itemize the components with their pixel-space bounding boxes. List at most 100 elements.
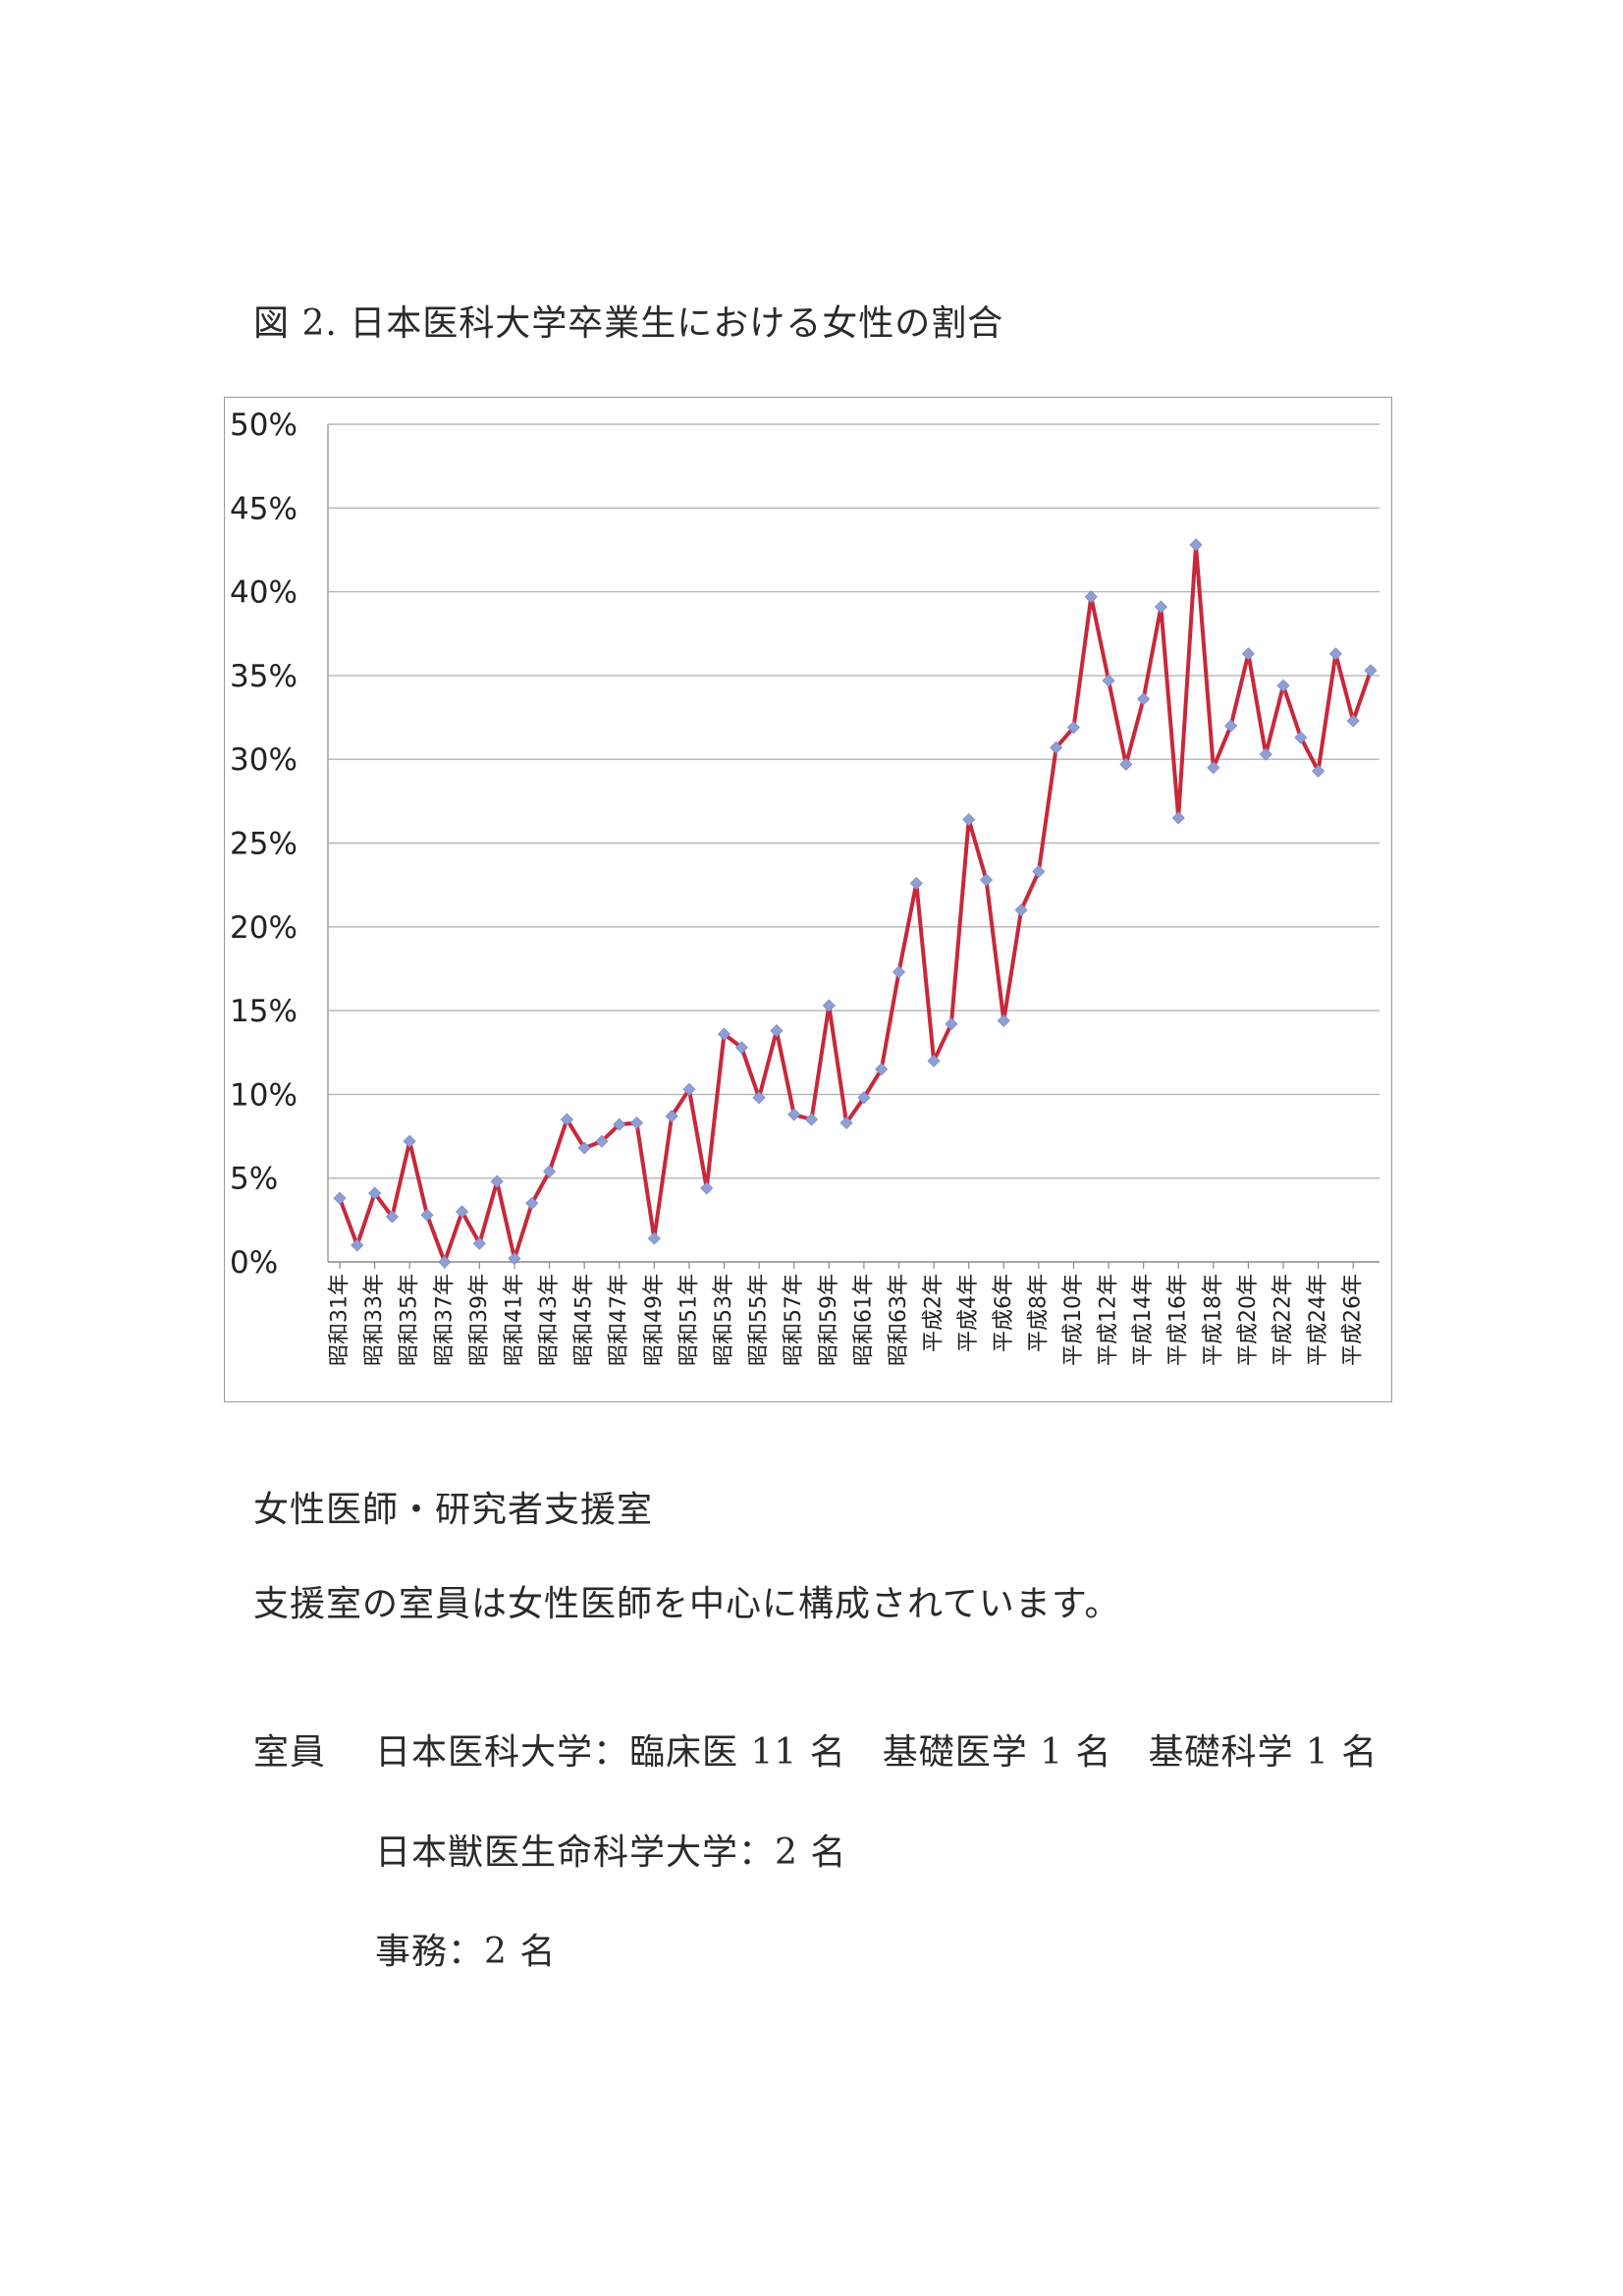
data-point [1189, 538, 1203, 552]
y-tick-label: 0% [230, 1245, 278, 1281]
x-tick-label: 平成22年 [1271, 1274, 1296, 1366]
data-point [927, 1054, 941, 1067]
x-tick-label: 昭和57年 [782, 1274, 806, 1366]
data-point [1032, 864, 1046, 879]
x-tick-label: 昭和55年 [747, 1274, 772, 1366]
data-point [525, 1196, 539, 1210]
data-point [1084, 590, 1098, 604]
y-tick-label: 20% [230, 910, 298, 946]
y-tick-label: 5% [230, 1162, 278, 1197]
data-point [665, 1110, 678, 1123]
x-tick-label: 昭和59年 [817, 1274, 841, 1366]
section-title: 女性医師・研究者支援室 [253, 1490, 654, 1530]
data-point [875, 1063, 889, 1076]
y-tick-label: 45% [230, 491, 298, 526]
data-point [456, 1205, 469, 1219]
x-tick-label: 昭和33年 [362, 1274, 387, 1366]
data-point [333, 1191, 347, 1205]
data-point [700, 1181, 714, 1195]
data-point [595, 1134, 609, 1148]
data-point [787, 1108, 801, 1121]
data-point [560, 1113, 573, 1126]
x-tick-label: 昭和51年 [676, 1274, 701, 1366]
staff-label: 室員 [253, 1732, 327, 1773]
staff-line-office: 事務：2 名 [375, 1932, 557, 1972]
data-point [1224, 719, 1238, 733]
y-tick-label: 50% [230, 408, 298, 443]
data-point [403, 1134, 416, 1148]
x-tick-label: 昭和61年 [851, 1274, 876, 1366]
x-tick-label: 昭和53年 [712, 1274, 736, 1366]
x-tick-label: 昭和49年 [642, 1274, 667, 1366]
data-point [839, 1116, 853, 1129]
data-point [1119, 757, 1133, 771]
x-tick-label: 昭和43年 [537, 1274, 562, 1366]
data-point [1294, 731, 1308, 744]
x-tick-label: 平成6年 [992, 1274, 1016, 1352]
y-tick-label: 35% [230, 659, 298, 694]
x-tick-label: 昭和41年 [502, 1274, 526, 1366]
data-point [1050, 740, 1063, 754]
x-tick-label: 昭和47年 [607, 1274, 631, 1366]
y-tick-label: 40% [230, 575, 298, 611]
description-text: 支援室の室員は女性医師を中心に構成されています。 [253, 1584, 1121, 1624]
data-point [1137, 692, 1151, 706]
data-point [490, 1175, 504, 1188]
data-point [822, 999, 836, 1012]
x-tick-label: 昭和37年 [432, 1274, 457, 1366]
x-tick-label: 昭和35年 [398, 1274, 422, 1366]
data-point [420, 1208, 434, 1222]
data-point [1312, 764, 1325, 778]
data-point [385, 1210, 399, 1224]
x-tick-label: 昭和63年 [887, 1274, 911, 1366]
data-point [1014, 903, 1028, 917]
data-point [1154, 600, 1168, 614]
data-point [717, 1027, 731, 1041]
staff-line-nms: 日本医科大学：臨床医 11 名 基礎医学 1 名 基礎科学 1 名 [375, 1732, 1379, 1773]
data-point [1102, 674, 1115, 687]
data-point [647, 1231, 661, 1245]
chart-container: 0% 5% 10% 15% 20% 25% 30% 35% 40% 45% 50% 昭和31年 昭和33… [224, 397, 1392, 1402]
x-tick-label: 平成20年 [1236, 1274, 1261, 1366]
data-point [1207, 761, 1220, 775]
data-point [909, 876, 923, 891]
y-tick-label: 30% [230, 742, 298, 778]
data-point [542, 1165, 557, 1178]
data-point [1171, 811, 1185, 825]
data-point [368, 1186, 382, 1200]
data-point [1346, 714, 1360, 728]
data-point [945, 1017, 958, 1031]
x-tick-label: 平成14年 [1131, 1274, 1156, 1366]
x-tick-label: 平成26年 [1341, 1274, 1366, 1366]
staff-line-nvlu: 日本獣医生命科学大学：2 名 [375, 1832, 847, 1873]
y-tick-label: 10% [230, 1077, 298, 1113]
data-point [804, 1113, 819, 1126]
data-point [857, 1091, 871, 1105]
line-chart: 0% 5% 10% 15% 20% 25% 30% 35% 40% 45% 50% 昭和31年 昭和33… [230, 408, 1380, 1366]
x-tick-label: 昭和39年 [467, 1274, 492, 1366]
data-point [472, 1236, 486, 1250]
x-tick-label: 昭和45年 [572, 1274, 597, 1366]
x-tick-label: 平成2年 [922, 1274, 947, 1352]
data-point [1259, 747, 1272, 761]
data-point [508, 1252, 521, 1266]
x-tick-label: 平成24年 [1306, 1274, 1330, 1366]
y-tick-label: 25% [230, 827, 298, 862]
x-tick-label: 平成18年 [1201, 1274, 1225, 1366]
y-tick-label: 15% [230, 994, 298, 1029]
data-point [734, 1041, 748, 1055]
data-point [997, 1013, 1010, 1027]
x-tick-label: 平成8年 [1026, 1274, 1051, 1352]
data-point [1066, 721, 1081, 735]
data-point [629, 1116, 644, 1129]
data-point [770, 1024, 784, 1038]
data-point [892, 965, 906, 979]
data-point [1328, 647, 1342, 661]
x-tick-label: 昭和31年 [328, 1274, 352, 1366]
x-tick-label: 平成10年 [1061, 1274, 1086, 1366]
data-point [1276, 679, 1290, 692]
data-point [682, 1082, 696, 1096]
x-tick-label: 平成16年 [1166, 1274, 1191, 1366]
data-point [613, 1118, 626, 1131]
data-point [962, 813, 976, 827]
